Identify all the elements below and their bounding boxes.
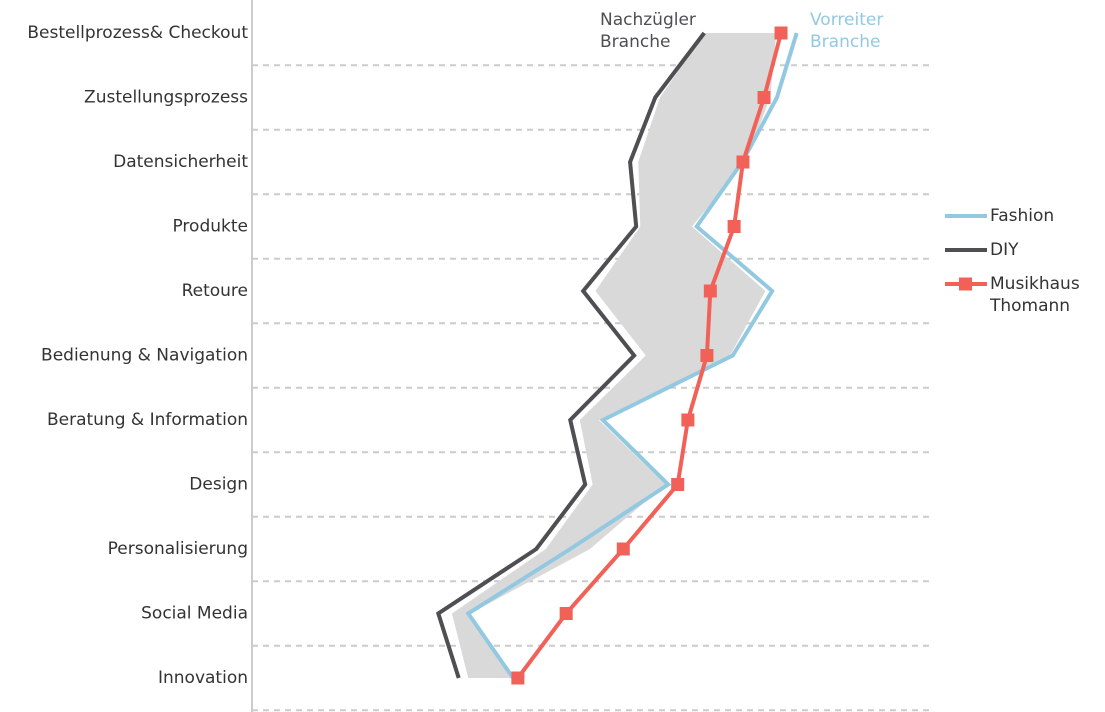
legend-item: Musikhaus Thomann: [945, 274, 1080, 316]
marker: [703, 284, 717, 298]
marker: [727, 220, 741, 233]
marker: [671, 478, 685, 491]
marker: [511, 671, 525, 685]
marker: [774, 26, 788, 40]
range-band: [451, 33, 777, 678]
legend-label: DIY: [990, 240, 1019, 260]
annotation: Branche: [600, 32, 670, 52]
legend-label: Fashion: [990, 206, 1054, 226]
category-label: Produkte: [172, 217, 248, 237]
category-label: Datensicherheit: [113, 152, 248, 172]
marker: [736, 155, 750, 169]
marker: [757, 91, 771, 104]
marker: [700, 349, 714, 362]
category-label: Innovation: [158, 668, 248, 688]
series-line: [465, 32, 799, 680]
marker: [559, 607, 573, 620]
category-label: Bestellprozess& Checkout: [27, 23, 248, 43]
marker: [681, 413, 695, 427]
category-label: Design: [189, 475, 248, 495]
annotation: Vorreiter: [810, 10, 883, 30]
annotation: Nachzügler: [600, 10, 696, 30]
annotation: Branche: [810, 32, 880, 52]
category-label: Retoure: [182, 281, 248, 301]
legend-marker: [959, 277, 972, 291]
category-label: Personalisierung: [108, 539, 248, 559]
legend-label: Musikhaus Thomann: [989, 274, 1080, 316]
legend-item: DIY: [945, 240, 1019, 260]
marker: [616, 542, 630, 556]
category-label: Zustellungsprozess: [84, 88, 248, 108]
series-line: [435, 31, 706, 679]
category-label: Beratung & Information: [47, 410, 248, 430]
category-label: Social Media: [141, 604, 248, 624]
legend-item: Fashion: [945, 206, 1054, 226]
category-label: Bedienung & Navigation: [41, 346, 248, 366]
